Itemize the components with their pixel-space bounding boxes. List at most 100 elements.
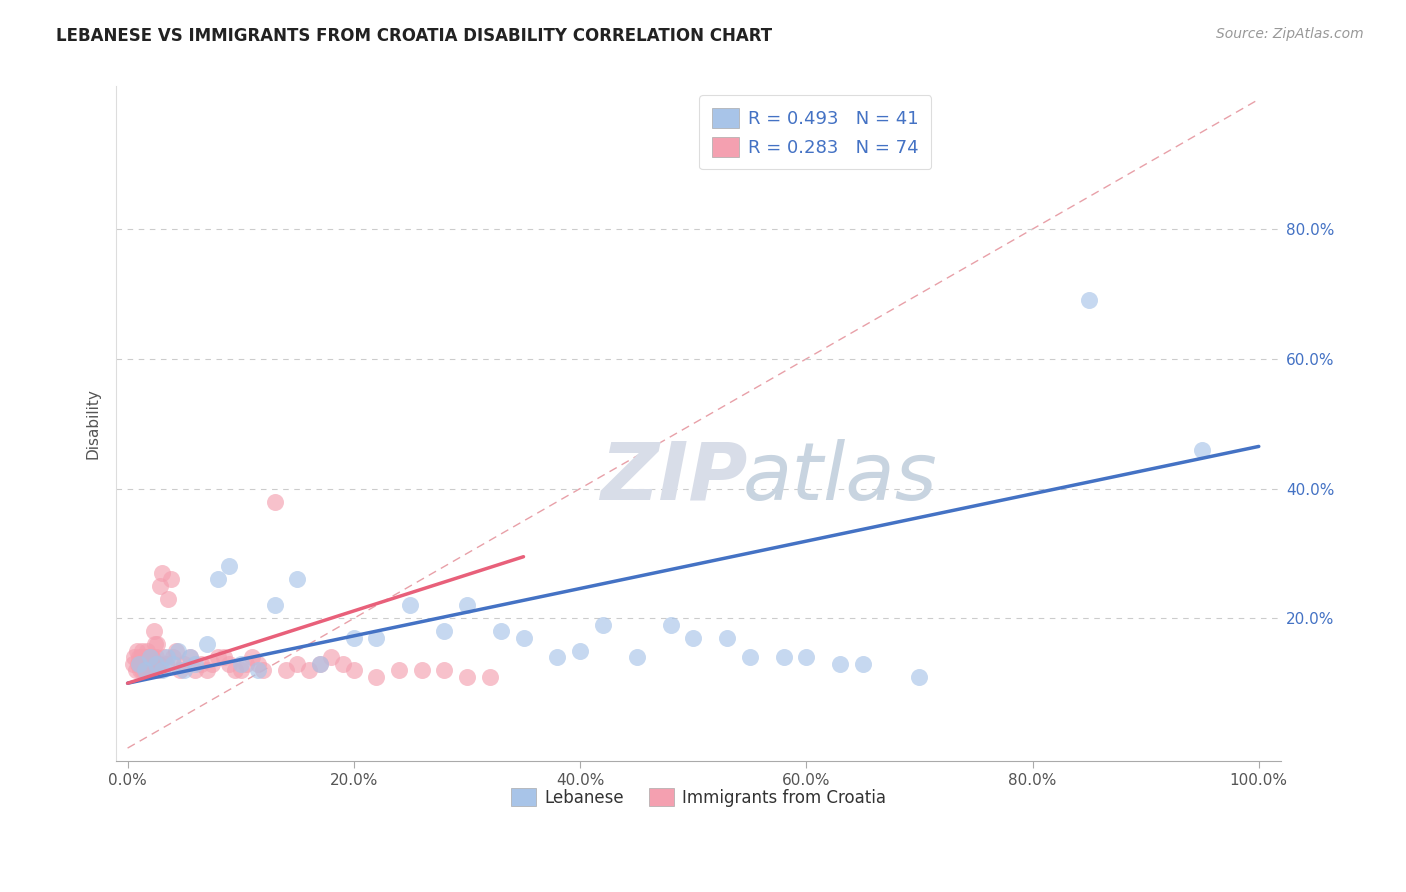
Point bbox=[139, 663, 162, 677]
Point bbox=[433, 624, 456, 639]
Point bbox=[195, 663, 218, 677]
Point bbox=[201, 657, 224, 671]
Point bbox=[852, 657, 875, 671]
Point bbox=[125, 644, 148, 658]
Point bbox=[169, 663, 191, 677]
Point bbox=[135, 650, 157, 665]
Point bbox=[173, 657, 195, 671]
Point bbox=[146, 663, 169, 677]
Text: ZIP: ZIP bbox=[600, 439, 747, 516]
Point bbox=[129, 657, 152, 671]
Point bbox=[127, 657, 149, 671]
Point bbox=[124, 663, 146, 677]
Point bbox=[184, 657, 207, 671]
Point bbox=[122, 657, 145, 671]
Point bbox=[157, 591, 180, 606]
Point bbox=[235, 657, 257, 671]
Point bbox=[132, 650, 155, 665]
Point bbox=[135, 657, 157, 671]
Point bbox=[332, 657, 354, 671]
Point bbox=[129, 663, 152, 677]
Point bbox=[149, 579, 172, 593]
Point bbox=[682, 631, 704, 645]
Text: atlas: atlas bbox=[744, 439, 938, 516]
Point bbox=[489, 624, 512, 639]
Point bbox=[195, 637, 218, 651]
Point bbox=[145, 657, 167, 671]
Point bbox=[207, 573, 229, 587]
Point bbox=[309, 657, 332, 671]
Point bbox=[165, 644, 187, 658]
Point bbox=[399, 599, 422, 613]
Point bbox=[592, 617, 614, 632]
Point bbox=[1191, 442, 1213, 457]
Point bbox=[626, 650, 648, 665]
Point bbox=[366, 631, 388, 645]
Point bbox=[246, 663, 269, 677]
Point bbox=[263, 494, 285, 508]
Point bbox=[285, 573, 308, 587]
Point bbox=[309, 657, 332, 671]
Point bbox=[263, 599, 285, 613]
Point bbox=[141, 650, 163, 665]
Point bbox=[659, 617, 682, 632]
Point bbox=[456, 599, 478, 613]
Point bbox=[569, 644, 592, 658]
Point bbox=[138, 663, 160, 677]
Point bbox=[135, 663, 157, 677]
Legend: Lebanese, Immigrants from Croatia: Lebanese, Immigrants from Croatia bbox=[505, 781, 893, 814]
Point bbox=[546, 650, 568, 665]
Point bbox=[456, 670, 478, 684]
Point bbox=[716, 631, 738, 645]
Point bbox=[512, 631, 534, 645]
Point bbox=[1078, 293, 1101, 308]
Point bbox=[207, 650, 229, 665]
Point bbox=[128, 650, 150, 665]
Point bbox=[142, 624, 165, 639]
Text: Source: ZipAtlas.com: Source: ZipAtlas.com bbox=[1216, 27, 1364, 41]
Point bbox=[156, 650, 179, 665]
Point bbox=[229, 663, 252, 677]
Point bbox=[173, 663, 195, 677]
Point bbox=[285, 657, 308, 671]
Point bbox=[148, 657, 170, 671]
Point bbox=[478, 670, 501, 684]
Point bbox=[388, 663, 411, 677]
Point bbox=[146, 637, 169, 651]
Point bbox=[224, 663, 246, 677]
Point bbox=[141, 657, 163, 671]
Point bbox=[411, 663, 433, 677]
Point bbox=[124, 650, 146, 665]
Point bbox=[218, 657, 240, 671]
Point bbox=[159, 573, 181, 587]
Y-axis label: Disability: Disability bbox=[86, 388, 100, 459]
Point bbox=[162, 657, 184, 671]
Point bbox=[240, 650, 263, 665]
Point bbox=[366, 670, 388, 684]
Point bbox=[184, 663, 207, 677]
Point bbox=[136, 657, 159, 671]
Point bbox=[297, 663, 319, 677]
Point bbox=[129, 650, 152, 665]
Point bbox=[131, 644, 153, 658]
Point bbox=[150, 566, 173, 580]
Point bbox=[229, 657, 252, 671]
Point bbox=[772, 650, 794, 665]
Point bbox=[152, 650, 174, 665]
Point bbox=[274, 663, 297, 677]
Point bbox=[179, 650, 201, 665]
Point bbox=[139, 657, 162, 671]
Point bbox=[343, 663, 366, 677]
Point bbox=[150, 663, 173, 677]
Point bbox=[162, 650, 184, 665]
Point bbox=[218, 559, 240, 574]
Point bbox=[139, 650, 162, 665]
Point bbox=[343, 631, 366, 645]
Point bbox=[212, 650, 235, 665]
Point bbox=[738, 650, 761, 665]
Point bbox=[155, 657, 177, 671]
Point bbox=[135, 644, 157, 658]
Text: LEBANESE VS IMMIGRANTS FROM CROATIA DISABILITY CORRELATION CHART: LEBANESE VS IMMIGRANTS FROM CROATIA DISA… bbox=[56, 27, 772, 45]
Point bbox=[167, 644, 190, 658]
Point bbox=[131, 663, 153, 677]
